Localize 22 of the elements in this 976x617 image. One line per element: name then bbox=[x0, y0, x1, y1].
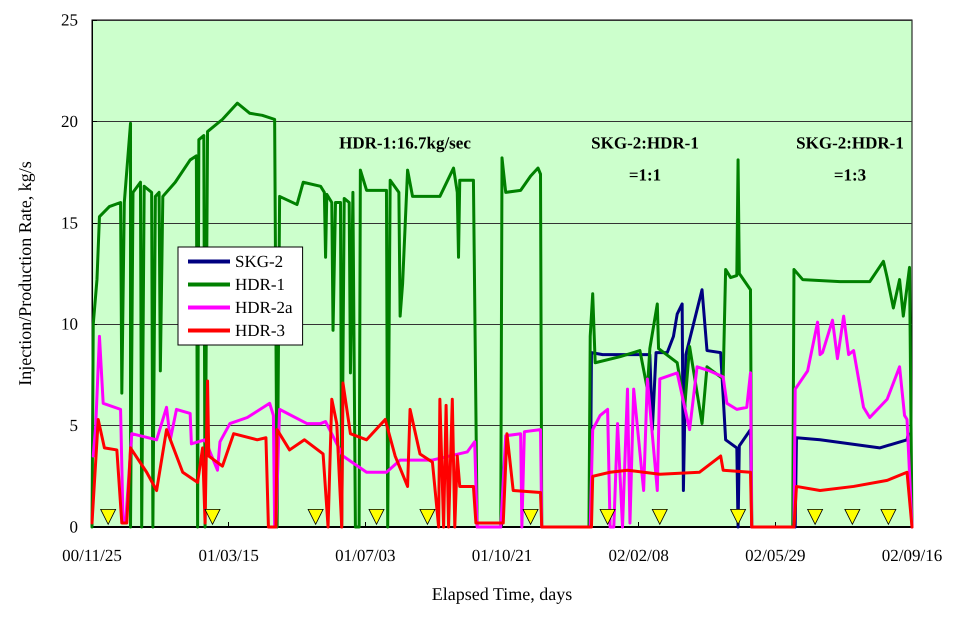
annotation: SKG-2:HDR-1 =1:3 bbox=[796, 134, 904, 184]
y-tick-label: 20 bbox=[61, 112, 78, 131]
y-axis-title: Injection/Production Rate, kg/s bbox=[15, 161, 35, 386]
x-tick-label: 00/11/25 bbox=[62, 546, 122, 565]
legend-label: HDR-1 bbox=[235, 275, 286, 294]
x-tick-label: 01/10/21 bbox=[472, 546, 532, 565]
x-tick-label: 02/09/16 bbox=[882, 546, 942, 565]
legend-label: SKG-2 bbox=[235, 252, 284, 271]
legend-label: HDR-2a bbox=[235, 298, 294, 317]
x-tick-label: 01/07/03 bbox=[335, 546, 396, 565]
y-tick-label: 15 bbox=[61, 213, 78, 232]
x-axis-title: Elapsed Time, days bbox=[432, 584, 572, 604]
y-tick-label: 10 bbox=[61, 314, 78, 334]
annotation: SKG-2:HDR-1 =1:1 bbox=[591, 134, 699, 184]
x-tick-label: 02/02/08 bbox=[608, 546, 669, 565]
y-tick-label: 5 bbox=[70, 416, 78, 436]
x-tick-label: 01/03/15 bbox=[198, 546, 259, 565]
x-tick-label: 02/05/29 bbox=[745, 546, 806, 565]
y-tick-label: 0 bbox=[70, 518, 78, 536]
y-tick-label: 25 bbox=[61, 10, 78, 30]
legend-label: HDR-3 bbox=[235, 321, 286, 340]
annotation: HDR-1:16.7kg/sec bbox=[339, 134, 472, 152]
